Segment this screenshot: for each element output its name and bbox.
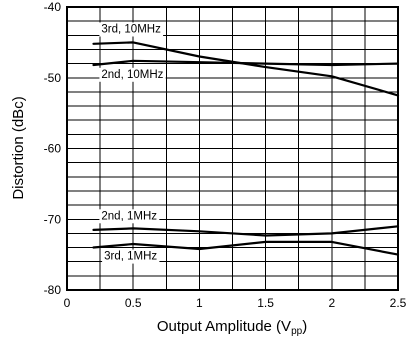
series-label-text: 2nd, 10MHz — [101, 69, 163, 81]
x-tick-label: 0 — [64, 296, 71, 310]
x-axis-label-subscript: pp — [291, 326, 303, 337]
series-label-background — [102, 249, 160, 264]
grid — [67, 7, 398, 290]
x-tick-label: 1.5 — [257, 296, 274, 310]
x-tick-label: 2.5 — [390, 296, 407, 310]
x-tick-labels: 0 0.5 1 1.5 2 2.5 — [64, 296, 407, 310]
series-label-text: 2nd, 1MHz — [101, 210, 157, 222]
series-line-2 — [92, 225, 400, 237]
series-labels: 3rd, 10MHz 2nd, 10MHz 2nd, 1MHz 3rd, 1MHz — [99, 22, 166, 264]
x-axis-label-main: Output Amplitude (V — [157, 318, 291, 335]
plot-frame — [66, 6, 399, 291]
x-axis-label: Output Amplitude (Vpp) — [157, 318, 307, 337]
series-label-background — [99, 67, 166, 82]
series-label-3: 3rd, 1MHz — [102, 249, 160, 264]
series-line-3 — [92, 240, 400, 256]
y-tick-label: -70 — [44, 212, 62, 226]
y-tick-label: -40 — [44, 0, 62, 14]
x-axis-label-close: ) — [302, 318, 307, 335]
series-line-1 — [92, 59, 400, 67]
y-axis-label: Distortion (dBc) — [10, 96, 27, 199]
series-lines — [92, 41, 400, 256]
series-label-text: 3rd, 1MHz — [104, 251, 157, 263]
y-tick-label: -60 — [44, 142, 62, 156]
y-tick-label: -50 — [44, 71, 62, 85]
y-tick-label: -80 — [44, 283, 62, 297]
series-label-1: 2nd, 10MHz — [99, 67, 166, 82]
x-tick-label: 0.5 — [125, 296, 142, 310]
series-label-2: 2nd, 1MHz — [99, 209, 160, 224]
x-tick-label: 1 — [196, 296, 203, 310]
x-tick-label: 2 — [328, 296, 335, 310]
series-label-0: 3rd, 10MHz — [99, 22, 164, 37]
y-tick-labels: -40 -50 -60 -70 -80 — [44, 0, 62, 297]
series-label-background — [99, 209, 160, 224]
series-label-background — [99, 22, 164, 37]
series-label-text: 3rd, 10MHz — [101, 24, 161, 36]
